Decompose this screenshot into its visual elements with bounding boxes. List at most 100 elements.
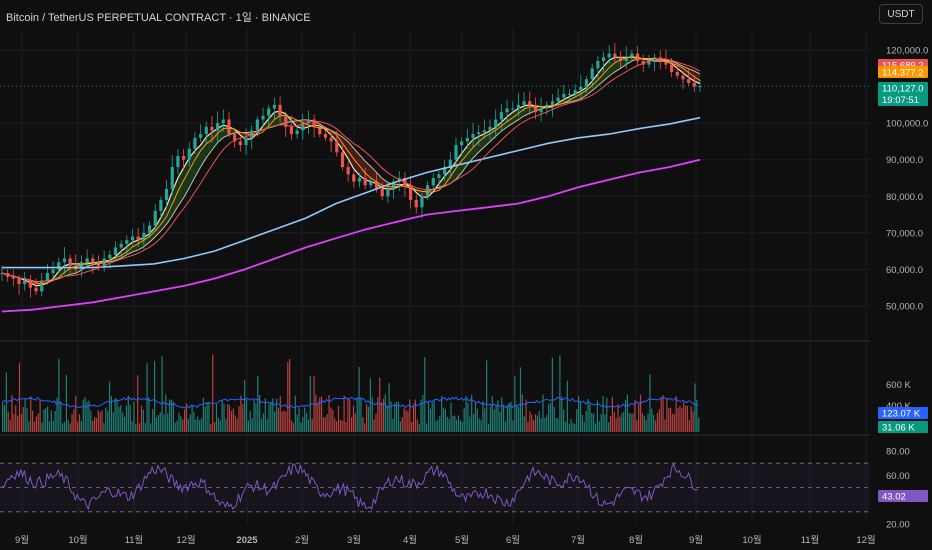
volume-bar	[206, 402, 208, 432]
volume-bar	[654, 420, 657, 432]
volume-bar	[392, 418, 394, 432]
candle-body	[210, 126, 214, 131]
volume-bar	[471, 394, 473, 432]
candle-body	[477, 132, 481, 135]
candle-body	[511, 108, 515, 110]
cloud-segment	[177, 167, 184, 207]
volume-bar	[688, 420, 690, 432]
volume-bar	[247, 420, 250, 432]
volume-bar	[341, 420, 343, 432]
volume-bar	[683, 402, 685, 432]
volume-bar	[150, 423, 152, 432]
candle-body	[647, 60, 651, 65]
candle-body	[306, 119, 311, 124]
volume-bar	[41, 422, 43, 432]
candle-body	[528, 101, 532, 105]
volume-bar	[200, 418, 203, 432]
volume-bar	[388, 383, 390, 432]
volume-bar	[561, 396, 563, 432]
volume-bar	[28, 421, 30, 432]
volume-bar	[472, 414, 475, 432]
cloud-segment	[211, 128, 218, 150]
volume-bar	[161, 356, 163, 432]
price-tag-sub: 19:07:51	[882, 95, 919, 106]
time-tick-label: 2025	[236, 535, 258, 546]
candle-body	[85, 258, 89, 263]
candle-body	[460, 141, 464, 146]
candle-body	[91, 258, 95, 263]
chart-title: Bitcoin / TetherUS PERPETUAL CONTRACT · …	[6, 12, 311, 24]
volume-bar	[568, 423, 570, 432]
volume-bar	[626, 394, 629, 432]
volume-bar	[645, 420, 647, 432]
currency-button[interactable]: USDT	[879, 4, 923, 24]
volume-bar	[658, 409, 660, 432]
candle-body	[488, 126, 492, 131]
volume-bar	[345, 421, 347, 432]
volume-bar	[185, 403, 188, 432]
volume-tag-label: 123.07 K	[882, 409, 921, 420]
volume-bar	[591, 412, 593, 432]
volume-bar	[2, 402, 4, 432]
volume-bar	[454, 415, 456, 432]
candle-body	[62, 258, 67, 263]
volume-bar	[208, 402, 210, 432]
volume-bar	[593, 413, 595, 432]
volume-bar	[424, 357, 426, 432]
volume-bar	[302, 416, 304, 432]
volume-bar	[566, 380, 568, 432]
volume-bar	[118, 406, 120, 432]
candle-body	[193, 137, 197, 149]
candle-body	[216, 123, 220, 131]
volume-bar	[105, 407, 107, 432]
volume-bar	[305, 412, 308, 432]
volume-bar	[240, 395, 242, 432]
price-tick-label: 100,000.0	[886, 119, 928, 130]
volume-bar	[20, 413, 22, 432]
candle-body	[335, 141, 339, 153]
volume-bar	[362, 417, 364, 432]
volume-bar	[131, 421, 133, 432]
volume-bar	[375, 413, 377, 432]
candle-body	[516, 104, 521, 109]
candle-body	[159, 199, 163, 211]
volume-bar	[210, 423, 212, 432]
volume-bar	[93, 417, 96, 432]
volume-bar	[367, 406, 370, 432]
candle-body	[51, 269, 55, 274]
price-tick-label: 70,000.0	[886, 228, 923, 239]
volume-bar	[690, 406, 692, 432]
moving-averages	[0, 56, 870, 313]
candle-body	[45, 273, 49, 281]
volume-bar	[594, 423, 597, 432]
volume-bar	[677, 407, 679, 432]
volume-bar	[457, 415, 460, 432]
volume-bar	[244, 379, 246, 432]
volume-bar	[35, 416, 37, 432]
volume-bar	[168, 399, 171, 432]
volume-bar	[669, 407, 672, 432]
candle-body	[28, 280, 32, 288]
volume-bar	[174, 422, 176, 432]
candle-body	[261, 115, 265, 120]
candle-body	[545, 104, 549, 109]
volume-bar	[88, 400, 90, 432]
cloud-segment	[132, 240, 139, 252]
volume-bar	[215, 404, 218, 432]
volume-bar	[656, 412, 659, 432]
volume-bar	[253, 399, 255, 432]
volume-bar	[671, 413, 674, 432]
candle-body	[176, 156, 180, 168]
candle-body	[408, 185, 413, 200]
candle-body	[494, 119, 498, 127]
volume-bar	[542, 394, 544, 432]
volume-bar	[108, 381, 111, 432]
candle-body	[204, 126, 208, 135]
volume-bar	[377, 397, 379, 432]
time-tick-label: 10월	[742, 534, 761, 546]
volume-bar	[324, 417, 326, 432]
volume-bar	[401, 417, 403, 432]
volume-bar	[533, 419, 535, 432]
candle-body	[567, 93, 572, 95]
